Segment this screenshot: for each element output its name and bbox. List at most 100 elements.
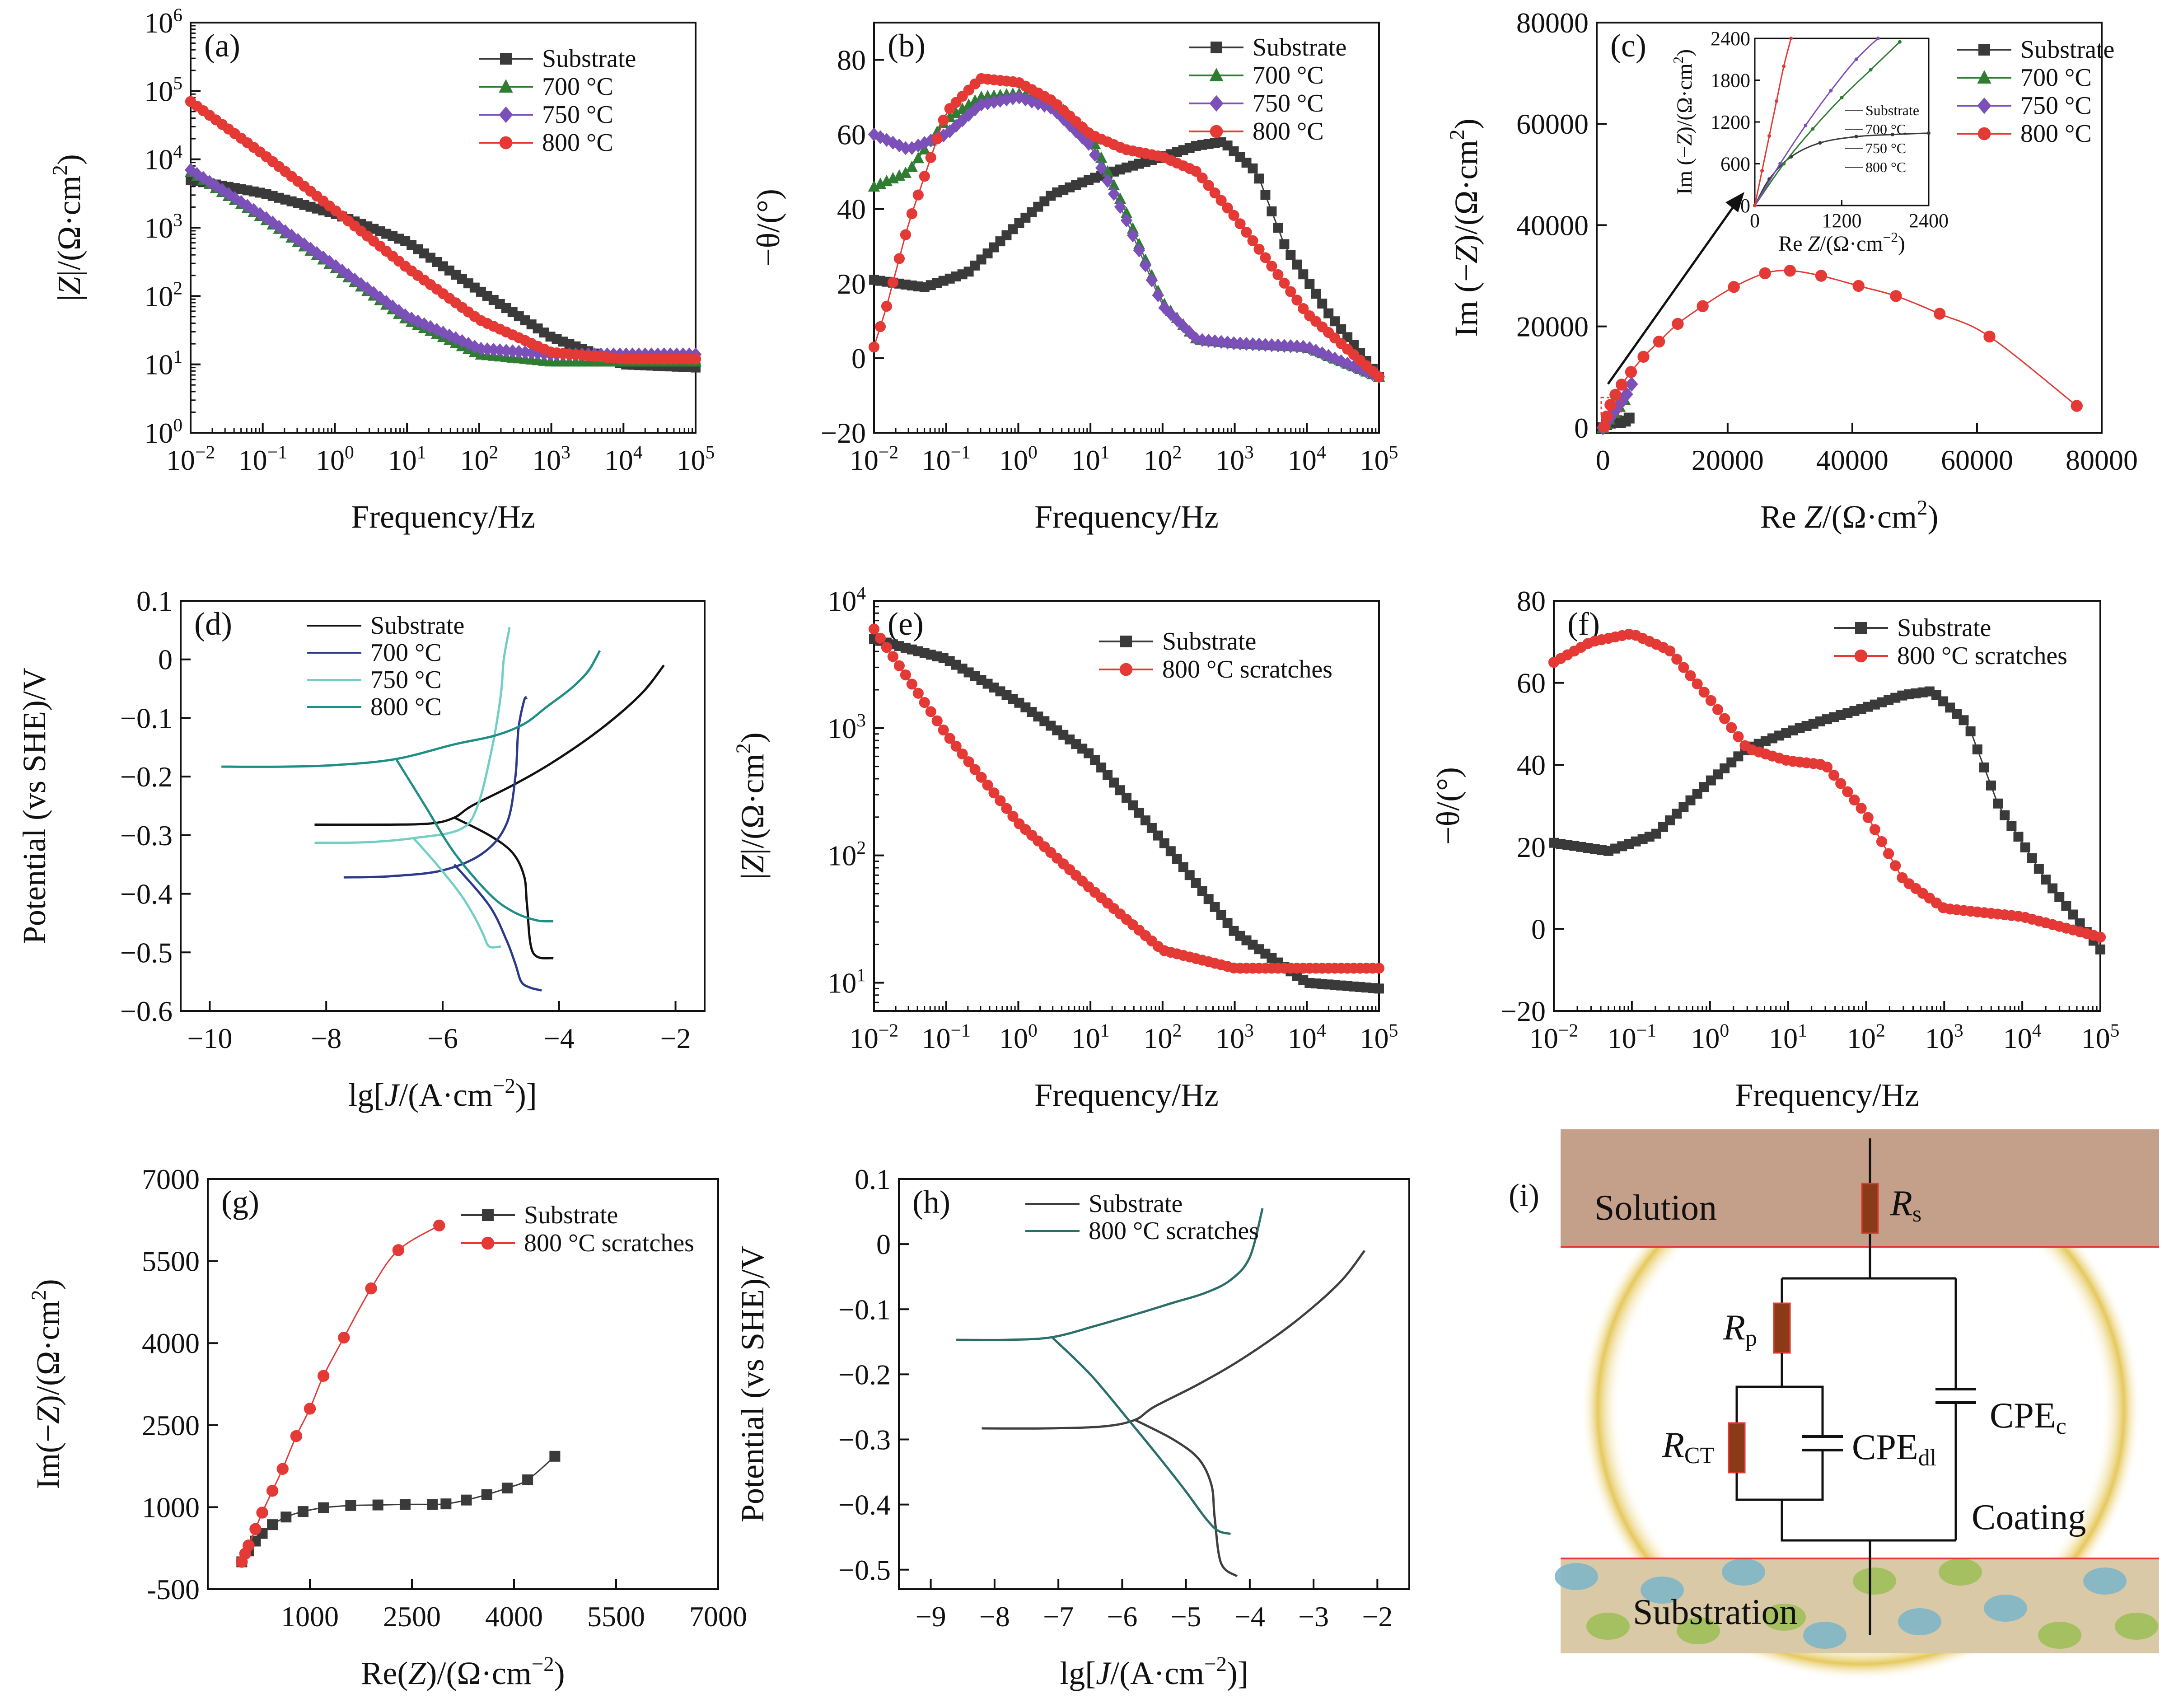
text-sup: −2: [532, 1652, 554, 1676]
x-tick-label: 102​: [1143, 441, 1182, 476]
x-tick-label: −8: [979, 1600, 1010, 1633]
text-sup: 1: [856, 964, 866, 985]
text-sup: 2: [732, 743, 755, 753]
legend-label: 800 °C: [1253, 117, 1324, 145]
inset-y-tick-label: 600: [1720, 153, 1750, 175]
y-tick-label: −20: [821, 417, 866, 449]
legend-label: 750 °C: [542, 101, 613, 129]
y-tick-label: 102​: [827, 837, 866, 872]
data-point: [950, 740, 962, 752]
inset-point: [1789, 37, 1793, 40]
data-point: [1784, 265, 1796, 277]
substrate-grain: [1803, 1622, 1846, 1649]
data-point: [906, 679, 917, 690]
y-tick-label: 0.1: [136, 585, 173, 617]
text-sup: 2: [1172, 441, 1182, 462]
data-point: [1285, 286, 1296, 297]
substrate-grain: [1762, 1604, 1806, 1631]
legend-label: 750 °C: [370, 666, 442, 694]
data-point: [956, 102, 968, 114]
x-axis-label: Frequency/Hz: [1034, 499, 1219, 535]
y-tick-label: 0: [851, 342, 866, 374]
data-point: [944, 733, 955, 744]
panel-label: (b): [888, 28, 926, 64]
polarization-curve: [453, 816, 554, 959]
x-tick-label: −2: [1362, 1600, 1393, 1633]
data-point: [938, 724, 949, 736]
plot-frame: [873, 22, 1380, 434]
inset-point: [1782, 162, 1786, 166]
y-tick-label: -500: [147, 1573, 200, 1605]
data-point: [549, 1451, 561, 1462]
text-part: |: [734, 873, 771, 879]
panel-label: (h): [912, 1184, 950, 1220]
x-tick-label: 10−1​: [1608, 1020, 1656, 1054]
text-sup: 3: [173, 209, 182, 230]
data-point: [1986, 780, 1996, 791]
data-point: [1254, 173, 1264, 184]
data-point: [1609, 388, 1622, 401]
component-name: R: [1662, 1425, 1684, 1465]
legend-label: Substrate: [524, 1201, 618, 1229]
substrate-grain: [2083, 1568, 2127, 1595]
data-point: [345, 1500, 356, 1511]
y-tick-label: 4000: [142, 1327, 200, 1359]
wire: [1781, 1500, 1956, 1542]
text-part: 10: [1071, 444, 1100, 476]
data-point: [1614, 394, 1628, 410]
data-point: [1122, 792, 1131, 803]
data-point: [427, 1499, 438, 1510]
text-sup: 3: [1954, 1020, 1963, 1040]
text-part: 10: [1143, 444, 1172, 476]
y-tick-label: 80000: [1516, 7, 1589, 39]
inset-point: [1767, 134, 1772, 138]
legend-label: Substrate: [1253, 33, 1346, 61]
data-point: [1637, 351, 1650, 363]
y-tick-label: −0.2: [838, 1358, 891, 1390]
data-point: [1103, 770, 1113, 780]
x-tick-label: 103​: [532, 441, 570, 476]
text-part: ): [30, 1279, 66, 1290]
text-part: )]: [515, 1077, 537, 1113]
legend-marker: [500, 53, 512, 65]
data-point: [1120, 213, 1133, 228]
data-point: [1672, 318, 1684, 330]
data-point: [443, 328, 456, 342]
component-name: CPE: [1852, 1427, 1918, 1467]
text-sup: 2: [1670, 56, 1686, 64]
data-point: [1133, 243, 1145, 257]
substrate-grain: [1586, 1613, 1630, 1640]
text-sup: 3: [1244, 1020, 1254, 1040]
legend-marker: [1977, 127, 1991, 140]
data-point: [874, 321, 886, 332]
data-point: [1835, 778, 1846, 789]
data-point: [222, 187, 235, 201]
text-part: )/(Ω·cm: [426, 1655, 531, 1691]
text-part: 10: [1691, 1022, 1720, 1054]
data-point: [1247, 337, 1259, 351]
text-part: ): [1673, 49, 1697, 56]
data-point: [690, 353, 701, 365]
data-point: [1933, 308, 1946, 320]
text-part: ): [51, 154, 87, 165]
substrate-grain: [1853, 1568, 1896, 1595]
data-point: [1598, 421, 1610, 433]
y-tick-label: 20: [1517, 831, 1546, 863]
text-italic: Z: [1804, 499, 1823, 535]
component-name: CPE: [1990, 1396, 2056, 1436]
data-point: [1625, 376, 1638, 392]
x-tick-label: 2500: [383, 1600, 441, 1633]
data-point: [1983, 330, 1996, 343]
data-point: [976, 772, 987, 783]
x-tick-label: 102​: [1847, 1020, 1885, 1054]
x-tick-label: 100​: [999, 441, 1038, 476]
data-point: [1705, 695, 1716, 706]
plot-frame: [873, 600, 1380, 1012]
inset-y-tick-label: 2400: [1711, 28, 1750, 50]
y-tick-label: −0.5: [838, 1554, 891, 1586]
y-tick-label: 102​: [144, 278, 182, 313]
panel-label: (c): [1610, 28, 1646, 64]
text-part: 10: [532, 444, 561, 476]
data-point: [1165, 846, 1176, 856]
